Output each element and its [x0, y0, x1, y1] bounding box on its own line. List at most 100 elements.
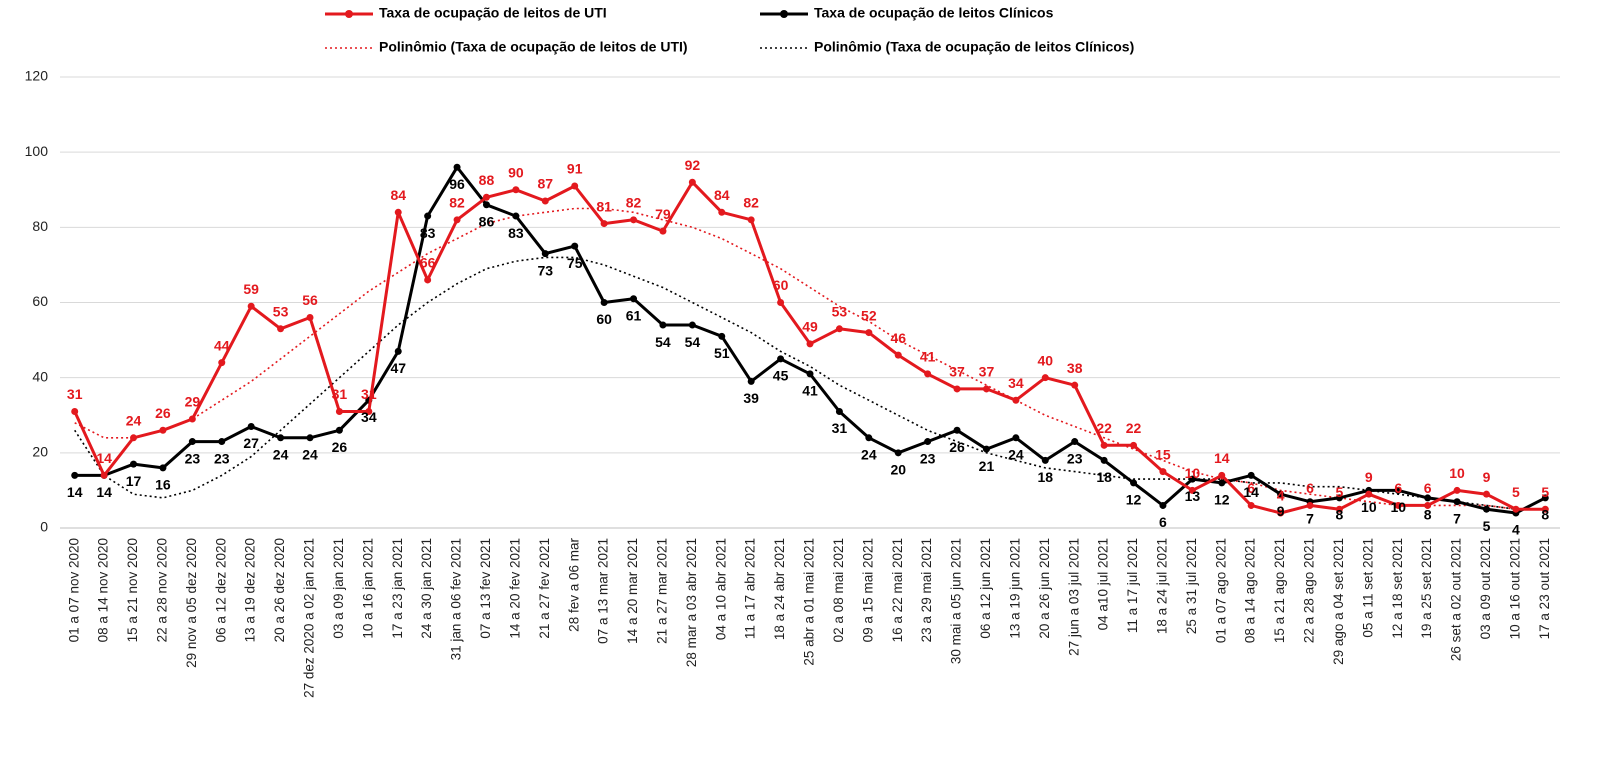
point [1071, 381, 1079, 389]
data-label: 6 [1306, 480, 1314, 496]
point [600, 220, 608, 228]
legend-label: Taxa de ocupação de leitos de UTI [379, 5, 607, 21]
data-label: 15 [1155, 446, 1171, 462]
data-label: 6 [1247, 480, 1255, 496]
data-label: 7 [1306, 510, 1314, 526]
point [306, 314, 314, 322]
point [688, 178, 696, 186]
y-tick-label: 100 [25, 143, 49, 159]
point [894, 449, 902, 457]
x-tick-label: 09 a 15 mai 2021 [860, 538, 875, 642]
point [688, 321, 696, 329]
x-tick-label: 04 a 10 abr 2021 [713, 538, 728, 640]
x-tick-label: 07 a 13 mar 2021 [596, 538, 611, 644]
data-label: 59 [243, 281, 259, 297]
point [71, 471, 79, 479]
point [747, 377, 755, 385]
point [571, 182, 579, 190]
data-label: 53 [273, 304, 289, 320]
data-label: 84 [390, 187, 406, 203]
data-label: 23 [1067, 450, 1083, 466]
data-label: 18 [1096, 469, 1112, 485]
point [159, 464, 167, 472]
data-label: 47 [390, 360, 406, 376]
point [453, 216, 461, 224]
x-tick-label: 27 jun a 03 jul 2021 [1066, 538, 1081, 656]
data-label: 31 [361, 386, 377, 402]
point [747, 216, 755, 224]
data-label: 44 [214, 337, 230, 353]
x-tick-label: 01 a 07 ago 2021 [1213, 538, 1228, 643]
x-tick-label: 04 a10 jul 2021 [1096, 538, 1111, 630]
point [306, 434, 314, 442]
legend-label: Taxa de ocupação de leitos Clínicos [814, 5, 1054, 21]
data-label: 22 [1096, 420, 1112, 436]
data-label: 27 [243, 435, 259, 451]
data-label: 12 [1126, 492, 1142, 508]
x-tick-label: 13 a 19 jun 2021 [1007, 538, 1022, 639]
point [1012, 434, 1020, 442]
data-label: 13 [1185, 488, 1201, 504]
point [571, 242, 579, 250]
point [71, 407, 79, 415]
data-label: 37 [979, 364, 995, 380]
data-label: 5 [1336, 484, 1344, 500]
data-label: 84 [714, 187, 730, 203]
x-tick-label: 18 a 24 jul 2021 [1155, 538, 1170, 634]
data-label: 34 [1008, 375, 1024, 391]
data-label: 40 [1038, 352, 1054, 368]
point [982, 385, 990, 393]
x-tick-label: 11 a 17 abr 2021 [743, 538, 758, 639]
x-tick-label: 22 a 28 nov 2020 [155, 538, 170, 642]
point [424, 276, 432, 284]
data-label: 31 [332, 386, 348, 402]
point [806, 370, 814, 378]
data-label: 83 [508, 225, 524, 241]
point [1512, 505, 1520, 513]
point [218, 438, 226, 446]
point [1394, 501, 1402, 509]
point [865, 434, 873, 442]
data-label: 60 [773, 277, 789, 293]
point [1188, 486, 1196, 494]
data-label: 26 [332, 439, 348, 455]
x-tick-label: 11 a 17 jul 2021 [1125, 538, 1140, 633]
point [335, 426, 343, 434]
point [247, 302, 255, 310]
x-tick-label: 26 set a 02 out 2021 [1449, 538, 1464, 661]
x-tick-label: 31 jan a 06 fev 2021 [449, 538, 464, 660]
point [1541, 494, 1549, 502]
x-tick-label: 03 a 09 jan 2021 [331, 538, 346, 639]
x-tick-label: 05 a 11 set 2021 [1360, 538, 1375, 638]
data-label: 82 [626, 195, 642, 211]
point [718, 208, 726, 216]
data-label: 56 [302, 292, 318, 308]
point [777, 355, 785, 363]
point [1159, 501, 1167, 509]
data-label: 14 [1243, 484, 1259, 500]
point [1100, 441, 1108, 449]
point [1247, 471, 1255, 479]
y-tick-label: 120 [25, 68, 49, 84]
point [1306, 501, 1314, 509]
data-label: 79 [655, 206, 671, 222]
data-label: 24 [1008, 447, 1024, 463]
data-label: 26 [949, 439, 965, 455]
data-label: 46 [890, 330, 906, 346]
data-label: 31 [67, 386, 83, 402]
point [453, 163, 461, 171]
point [277, 325, 285, 333]
point [1482, 505, 1490, 513]
point [806, 340, 814, 348]
point [953, 385, 961, 393]
series-line [73, 180, 1546, 515]
point [365, 407, 373, 415]
x-tick-label: 02 a 08 mai 2021 [831, 538, 846, 642]
point [718, 332, 726, 340]
data-label: 96 [449, 176, 465, 192]
x-tick-label: 21 a 27 mar 2021 [655, 538, 670, 644]
data-label: 4 [1277, 488, 1285, 504]
data-label: 9 [1277, 503, 1285, 519]
point [424, 212, 432, 220]
point [1041, 374, 1049, 382]
